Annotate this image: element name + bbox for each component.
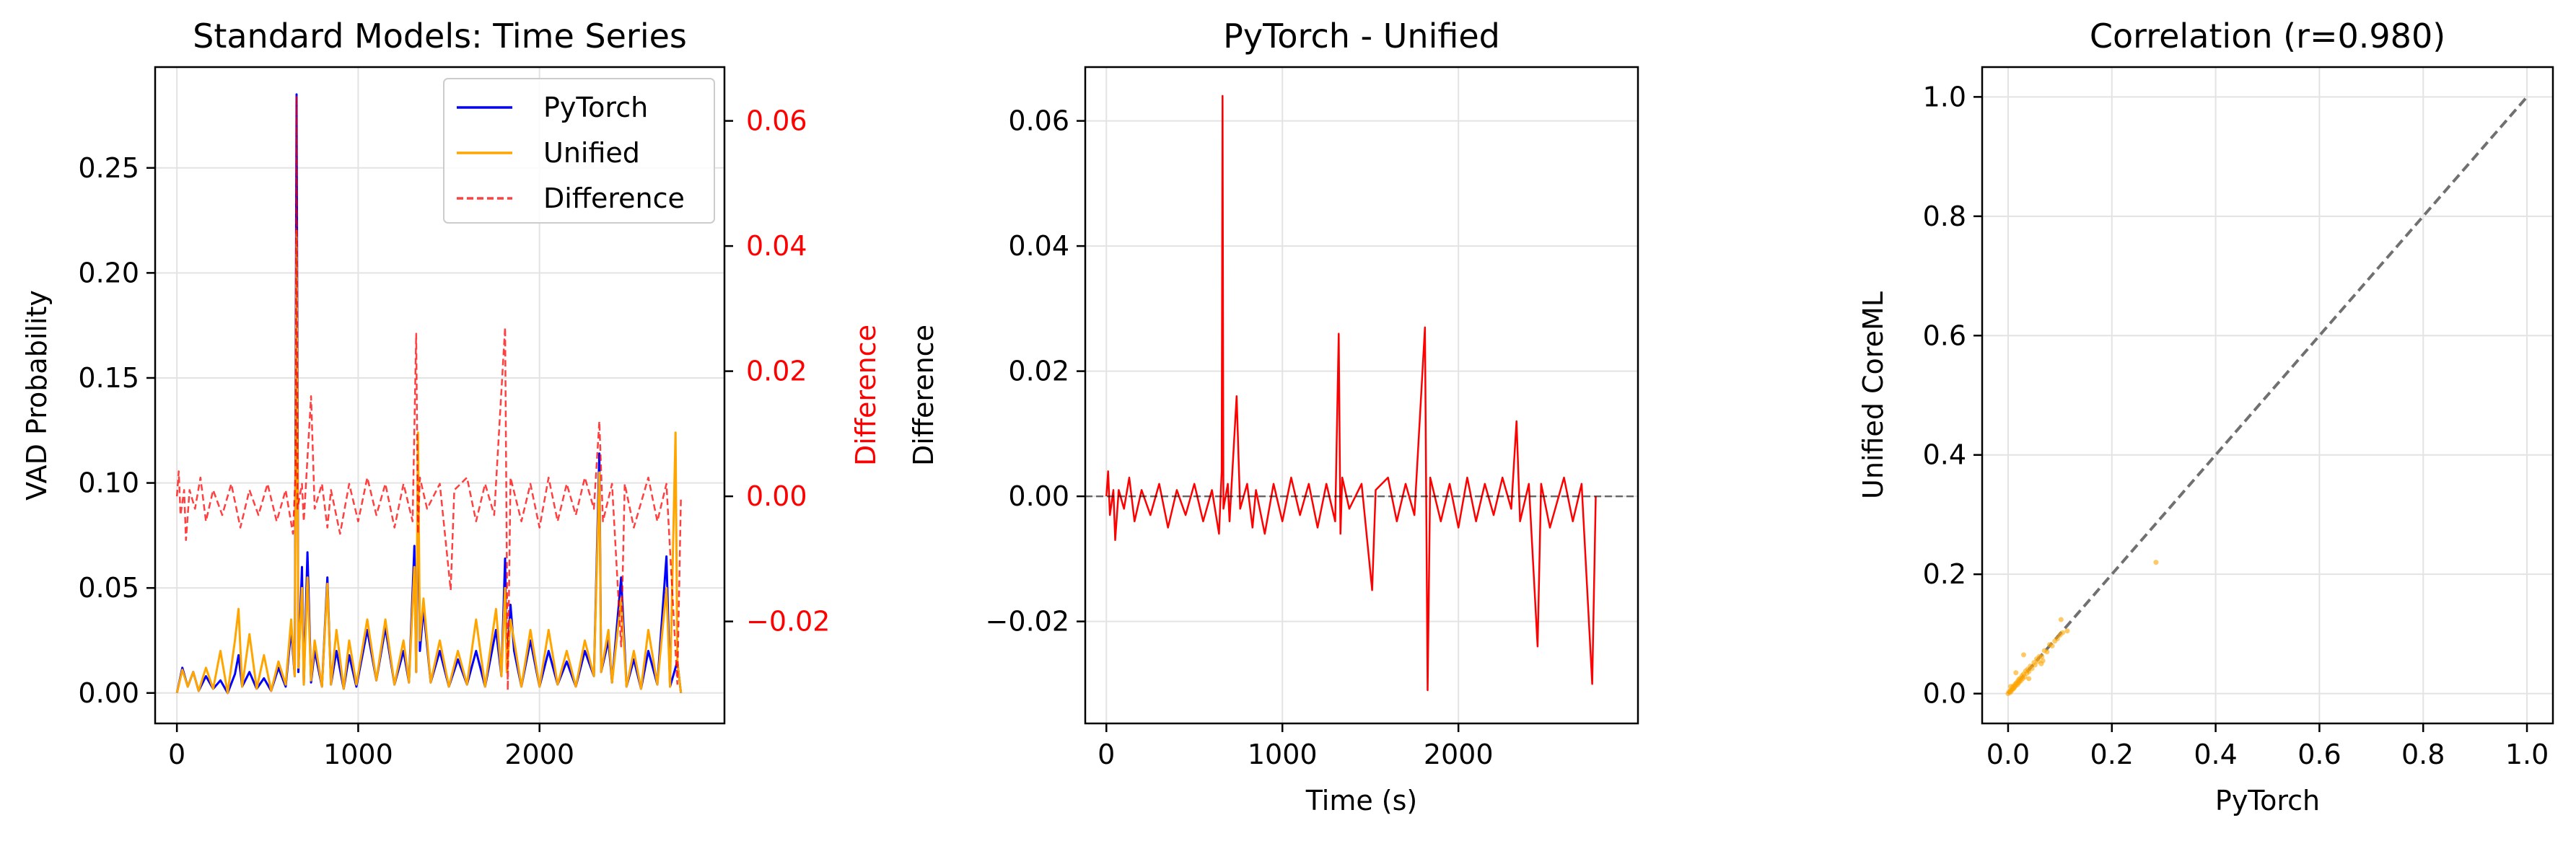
y-axis-label: Unified CoreML: [1857, 291, 1889, 499]
x-tick-label: 2000: [1424, 739, 1494, 770]
identity-reference-line: [2007, 96, 2528, 695]
scatter-point: [2021, 652, 2027, 658]
scatter-point: [2153, 560, 2159, 565]
y-tick-label: 0.6: [1923, 320, 1966, 351]
scatter-point: [2054, 636, 2060, 642]
legend-label: PyTorch: [543, 92, 648, 123]
scatter-point: [2026, 669, 2032, 674]
y-tick-label: 0.15: [78, 362, 139, 394]
y-axis-label: Difference: [908, 325, 939, 466]
series-line-difference: [175, 94, 682, 692]
scatter-point: [2038, 661, 2044, 666]
scatter-point: [2049, 643, 2055, 648]
scatter-point: [2044, 649, 2050, 655]
difference-line: [1105, 94, 1597, 692]
scatter-point: [2039, 653, 2045, 659]
x-tick-label: 0: [168, 739, 185, 770]
panel-title: PyTorch - Unified: [1223, 17, 1500, 56]
correlation-panel: 0.0 0.2 0.4 0.6 0.8 1.0 0.0 0.2 0.4 0.6 0.8 1.0 Corr…: [1857, 17, 2554, 816]
plot-frame: [1084, 66, 1639, 725]
y-tick-label: 0.0: [1923, 678, 1966, 710]
x-tick-label: 0.8: [2401, 739, 2445, 770]
y-tick-label: 0.4: [1923, 439, 1966, 471]
y2-tick-label: −0.02: [746, 606, 830, 638]
scatter-point: [2008, 684, 2014, 690]
y-tick-label: 0.05: [78, 572, 139, 604]
x-tick-label: 1.0: [2505, 739, 2549, 770]
y-axis-label: VAD Probability: [21, 290, 53, 501]
y2-tick-label: 0.00: [746, 480, 807, 512]
difference-panel: 0 1000 2000 −0.02 0.00 0.02 0.04 0.06 PyTorch - …: [908, 17, 1639, 816]
y-tick-label: 1.0: [1923, 81, 1966, 113]
y2-tick-label: 0.06: [746, 105, 807, 137]
scatter-point: [2013, 670, 2019, 676]
x-tick-label: 1000: [1248, 739, 1318, 770]
legend-label: Difference: [543, 182, 685, 214]
series-line-unified: [175, 229, 683, 695]
plot-frame: [154, 66, 726, 725]
x-tick-label: 0: [1098, 739, 1115, 770]
y-tick-label: 0.02: [1008, 356, 1069, 387]
y-tick-label: 0.04: [1008, 230, 1069, 262]
legend-label: Unified: [543, 137, 640, 169]
y2-tick-label: 0.04: [746, 230, 807, 262]
x-axis-label: Time (s): [1305, 785, 1418, 816]
x-tick-label: 0.4: [2194, 739, 2237, 770]
plot-frame: [1981, 66, 2554, 725]
panel-title: Standard Models: Time Series: [193, 17, 687, 56]
y2-axis-label: Difference: [850, 325, 882, 466]
x-tick-label: 2000: [504, 739, 574, 770]
legend-box: [443, 78, 715, 224]
time-series-panel: 0 1000 2000 0.00 0.05 0.10 0.15 0.20 0.25 −0.02 0.…: [21, 17, 882, 770]
y-tick-label: 0.10: [78, 467, 139, 499]
y-tick-label: 0.20: [78, 257, 139, 289]
x-tick-label: 0.2: [2090, 739, 2134, 770]
y-tick-label: 0.2: [1923, 558, 1966, 590]
scatter-point: [2026, 676, 2032, 682]
panel-title: Correlation (r=0.980): [2090, 17, 2445, 56]
scatter-point: [2064, 628, 2070, 634]
scatter-point: [2032, 662, 2038, 668]
scatter-point: [2059, 630, 2065, 635]
x-tick-label: 0.6: [2297, 739, 2341, 770]
x-tick-label: 1000: [323, 739, 393, 770]
y-tick-label: 0.06: [1008, 105, 1069, 137]
y-tick-label: 0.8: [1923, 201, 1966, 232]
y-tick-label: 0.00: [1008, 480, 1069, 512]
scatter-point: [2029, 666, 2035, 672]
scatter-point: [2058, 617, 2064, 622]
x-axis-label: PyTorch: [2215, 785, 2320, 816]
y-tick-label: 0.25: [78, 152, 139, 184]
y-tick-label: −0.02: [986, 606, 1069, 638]
y2-tick-label: 0.02: [746, 356, 807, 387]
x-tick-label: 0.0: [1986, 739, 2030, 770]
y-tick-label: 0.00: [78, 677, 139, 709]
